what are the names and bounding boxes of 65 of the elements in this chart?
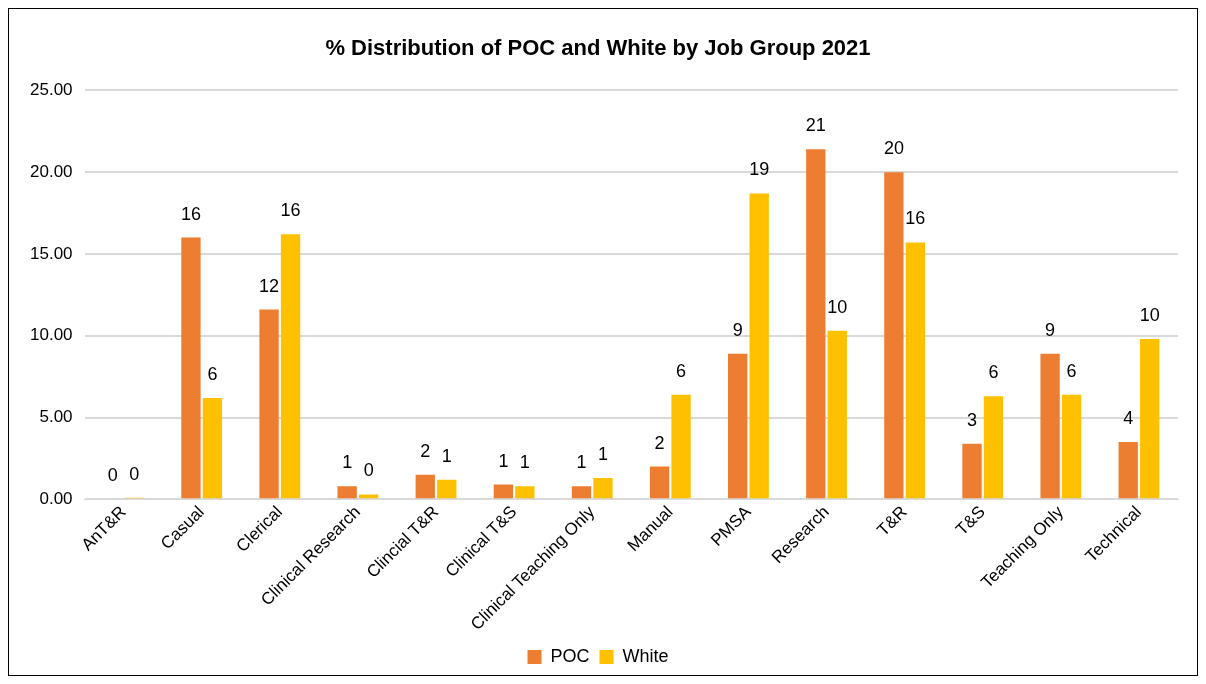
data-label: 21 bbox=[805, 115, 826, 136]
data-label: 6 bbox=[1066, 360, 1077, 381]
y-tick-label: 5.00 bbox=[39, 407, 73, 427]
bar bbox=[983, 396, 1004, 499]
y-tick-label: 10.00 bbox=[29, 325, 73, 345]
bar bbox=[1061, 394, 1082, 499]
bar bbox=[728, 353, 748, 499]
chart-title: % Distribution of POC and White by Job Group 2021 bbox=[325, 35, 871, 61]
bar bbox=[827, 330, 847, 499]
data-label: 1 bbox=[498, 450, 509, 471]
bar bbox=[749, 193, 769, 499]
bar bbox=[437, 479, 457, 499]
bar bbox=[593, 478, 613, 499]
bar bbox=[415, 474, 435, 499]
x-tick-label: T&S bbox=[952, 502, 989, 540]
data-label: 4 bbox=[1123, 408, 1134, 429]
bar bbox=[202, 397, 223, 499]
data-label: 1 bbox=[597, 444, 608, 465]
legend-label: White bbox=[622, 645, 669, 666]
data-label: 6 bbox=[988, 362, 999, 383]
legend-label: POC bbox=[550, 645, 590, 666]
bar bbox=[962, 443, 982, 499]
bar bbox=[515, 486, 535, 499]
bar bbox=[493, 484, 514, 499]
data-label: 3 bbox=[966, 409, 978, 430]
data-label: 0 bbox=[129, 463, 140, 484]
data-label: 10 bbox=[1139, 304, 1160, 325]
data-label: 12 bbox=[259, 275, 280, 296]
y-tick-label: 0.00 bbox=[39, 489, 73, 508]
bar bbox=[649, 466, 670, 499]
data-label: 10 bbox=[827, 296, 848, 317]
bar bbox=[337, 486, 357, 499]
data-label: 1 bbox=[342, 452, 353, 473]
data-label: 20 bbox=[883, 138, 904, 159]
bar bbox=[806, 149, 826, 499]
bar bbox=[1140, 339, 1160, 499]
data-label: 6 bbox=[207, 363, 218, 384]
data-label: 0 bbox=[107, 465, 118, 486]
bar bbox=[905, 242, 926, 499]
bar bbox=[280, 234, 301, 499]
bar bbox=[358, 494, 379, 499]
data-label: 2 bbox=[654, 432, 665, 453]
data-label: 2 bbox=[420, 440, 431, 461]
y-tick-label: 20.00 bbox=[29, 161, 73, 181]
y-tick-label: 25.00 bbox=[29, 80, 73, 100]
y-tick-label: 15.00 bbox=[29, 243, 73, 263]
bar bbox=[884, 172, 904, 499]
bar bbox=[259, 309, 279, 499]
data-label: 16 bbox=[180, 203, 201, 224]
data-label: 9 bbox=[732, 319, 743, 340]
data-label: 1 bbox=[519, 452, 530, 473]
data-label: 1 bbox=[576, 452, 587, 473]
data-label: 0 bbox=[363, 460, 374, 481]
bar bbox=[571, 486, 592, 499]
data-label: 1 bbox=[441, 445, 452, 466]
bar bbox=[181, 237, 201, 499]
data-label: 9 bbox=[1045, 319, 1056, 340]
x-tick-label: T&R bbox=[873, 502, 911, 540]
data-label: 6 bbox=[676, 360, 687, 381]
bar bbox=[1118, 442, 1138, 499]
bar bbox=[671, 394, 691, 499]
data-label: 19 bbox=[749, 159, 770, 180]
data-label: 16 bbox=[280, 200, 301, 221]
data-label: 16 bbox=[905, 208, 926, 229]
bar bbox=[1040, 353, 1060, 499]
